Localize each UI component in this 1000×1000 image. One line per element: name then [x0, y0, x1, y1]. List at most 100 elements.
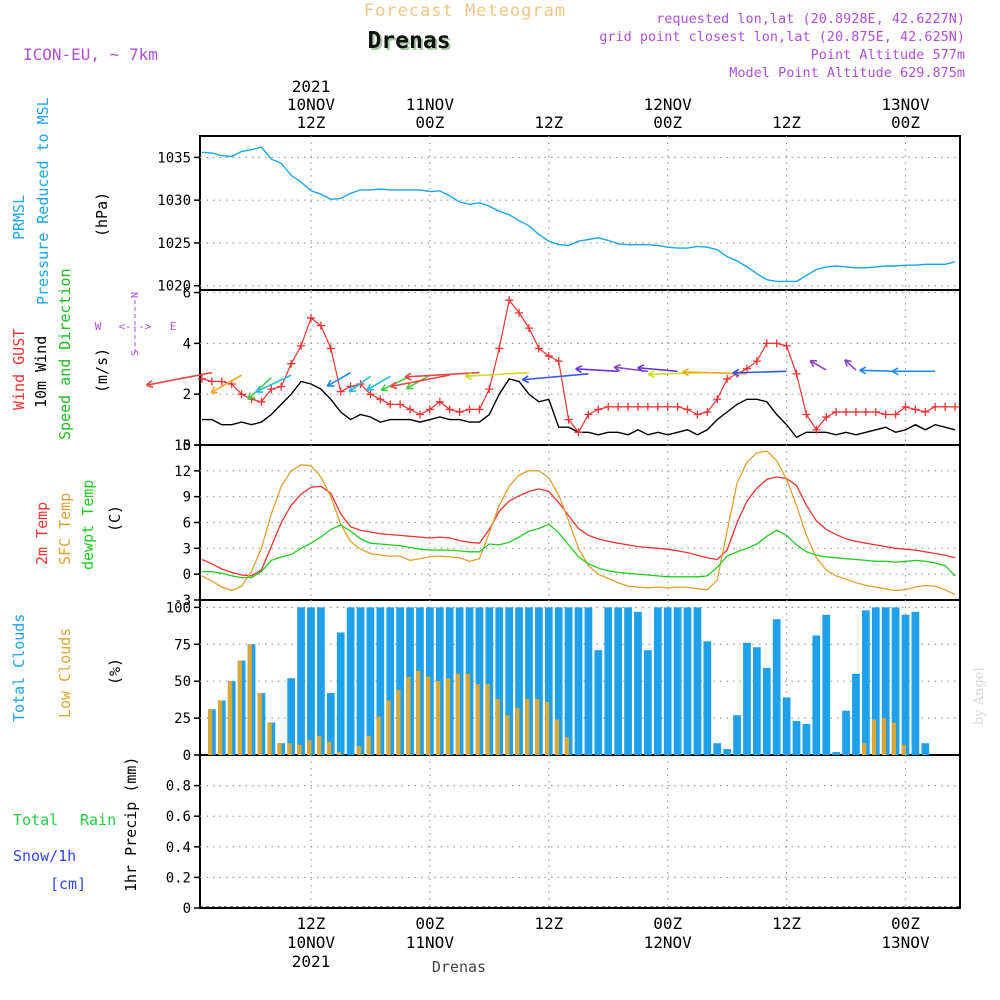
- total-cloud-bar: [505, 607, 514, 755]
- y-tick-label: -3: [174, 593, 191, 609]
- gust-marker: [445, 405, 454, 414]
- wind-direction-arrow: [348, 375, 371, 393]
- y-tick-label: 9: [183, 490, 191, 506]
- wind-arrow-head: [210, 386, 219, 394]
- total-cloud-bar: [683, 607, 692, 755]
- total-cloud-bar: [485, 607, 494, 755]
- y-tick-label: 0: [183, 748, 191, 764]
- top-date-label: 10NOV: [287, 95, 336, 114]
- bottom-hour-label: 00Z: [415, 914, 444, 933]
- wind-direction-arrow: [247, 377, 272, 400]
- low-cloud-bar: [901, 744, 906, 755]
- gust-marker: [812, 425, 821, 434]
- total-cloud-bar: [307, 607, 315, 755]
- gust-marker: [316, 321, 325, 330]
- wind-arrow-head: [575, 365, 583, 374]
- total-cloud-bar: [604, 607, 613, 755]
- gust-marker: [475, 405, 484, 414]
- wind-direction-arrow: [575, 368, 619, 373]
- gust-marker: [425, 405, 434, 414]
- total-cloud-bar: [544, 607, 553, 755]
- y-tick-label: 1030: [157, 193, 191, 209]
- low-cloud-bar: [267, 722, 272, 755]
- compass-west: W: [95, 320, 102, 333]
- y-tick-label: 100: [166, 600, 191, 616]
- compass-arrows: <--->: [118, 320, 151, 333]
- total-cloud-bar: [772, 619, 781, 755]
- low-cloud-bar: [455, 673, 460, 755]
- bottom-year-label: 2021: [292, 952, 331, 971]
- low-cloud-bar: [475, 684, 480, 755]
- wind-arrow-head: [809, 359, 818, 368]
- total-cloud-bar: [634, 611, 642, 755]
- gust-marker: [594, 405, 603, 414]
- gust-marker: [762, 339, 771, 348]
- gust-marker: [752, 357, 761, 366]
- bottom-hour-label: 12Z: [297, 914, 326, 933]
- gust-marker: [376, 395, 385, 404]
- low-cloud-bar: [297, 744, 302, 755]
- wind-direction-arrow: [255, 374, 292, 393]
- gust-marker: [911, 405, 920, 414]
- total-cloud-bar: [297, 607, 305, 755]
- prmsl-label: PRMSL: [10, 195, 28, 240]
- gust-marker: [851, 407, 860, 416]
- total-cloud-bar: [782, 697, 791, 755]
- wind-direction-arrow: [732, 370, 787, 374]
- wind-arrow-head: [613, 363, 621, 372]
- low-cloud-bar: [435, 681, 441, 755]
- wind-arrow-head: [366, 383, 374, 391]
- y-tick-label: 1025: [157, 236, 191, 252]
- y-tick-label: 12: [174, 464, 191, 480]
- dewpt-line: [202, 523, 956, 579]
- gust-marker: [495, 344, 504, 353]
- grid-point-coordinates: grid point closest lon,lat (20.875E, 42.…: [599, 29, 965, 45]
- gust-marker: [415, 410, 424, 419]
- gust-marker: [683, 405, 692, 414]
- wind-direction-arrow: [859, 369, 896, 373]
- y-tick-label: 6: [183, 516, 191, 532]
- gust-marker: [306, 313, 315, 322]
- wind-direction-arrow: [844, 359, 857, 371]
- snow-label: Snow/1h: [13, 847, 76, 865]
- gust-marker: [485, 385, 494, 394]
- gust-marker: [564, 415, 573, 424]
- top-date-label: 13NOV: [881, 95, 930, 114]
- y-tick-label: 0: [183, 567, 191, 583]
- y-tick-label: 0.8: [166, 779, 191, 795]
- y-tick-label: 3: [183, 541, 191, 557]
- bottom-hour-label: 00Z: [891, 914, 920, 933]
- gust-marker: [673, 402, 682, 411]
- top-hour-label: 12Z: [534, 113, 563, 132]
- bottom-hour-label: 00Z: [653, 914, 682, 933]
- total-cloud-bar: [891, 607, 900, 755]
- low-cloud-bar: [386, 700, 391, 755]
- gust-marker: [267, 385, 276, 394]
- wind-arrow-head: [521, 375, 530, 384]
- wind-gust-label: Wind GUST: [10, 329, 28, 410]
- gust-marker: [633, 402, 642, 411]
- gust-marker: [832, 407, 841, 416]
- y-tick-label: 0.2: [166, 870, 191, 886]
- total-cloud-bar: [326, 693, 335, 755]
- total-cloud-bar: [881, 607, 890, 755]
- total-cloud-bar: [832, 752, 841, 755]
- low-cloud-bar: [237, 660, 243, 755]
- low-cloud-bar: [317, 735, 322, 755]
- requested-coordinates: requested lon,lat (20.8928E, 42.6227N): [656, 11, 965, 27]
- gust-marker: [931, 402, 940, 411]
- total-cloud-bar: [802, 724, 811, 755]
- wind-direction-arrow: [210, 374, 243, 394]
- compass-rose: W <---> E N S: [95, 292, 177, 356]
- y-tick-label: 50: [174, 674, 191, 690]
- gust-marker: [197, 374, 206, 383]
- gust-marker: [465, 405, 474, 414]
- total-cloud-bar: [753, 647, 761, 755]
- total-cloud-bar: [812, 635, 821, 755]
- low-cloud-bar: [376, 716, 381, 755]
- gust-marker: [366, 390, 375, 399]
- low-cloud-bar: [307, 740, 312, 755]
- low-cloud-bar: [554, 719, 560, 755]
- snow-unit-label: [cm]: [50, 875, 86, 893]
